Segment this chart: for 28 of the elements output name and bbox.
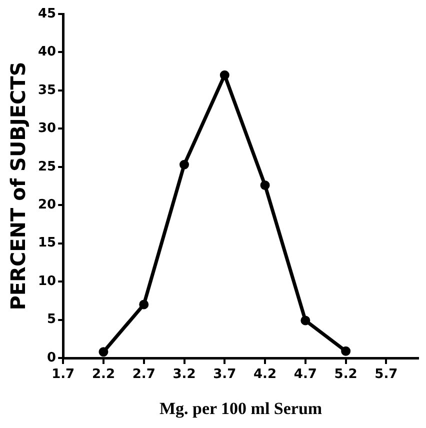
point: [300, 316, 310, 326]
x-tick-label: 2.7: [132, 367, 156, 382]
y-tick-label: 35: [38, 82, 56, 98]
point: [341, 346, 351, 356]
x-tick-label: 3.2: [172, 367, 196, 382]
point: [98, 347, 108, 357]
y-axis-title: PERCENT of SUBJECTS: [6, 62, 30, 310]
x-tick-label: 5.7: [374, 367, 398, 382]
x-tick-label: 4.7: [294, 367, 317, 382]
y-tick-label: 15: [38, 236, 56, 251]
point: [220, 70, 230, 80]
point: [260, 180, 270, 190]
y-tick-label: 25: [38, 159, 56, 174]
y-tick-label: 40: [38, 44, 56, 60]
y-tick-label: 0: [47, 350, 56, 366]
y-tick-label: 5: [47, 312, 56, 328]
y-tick-label: 30: [38, 121, 56, 136]
point: [139, 300, 149, 310]
y-tick-label: 20: [38, 197, 56, 212]
x-tick-label: 1.7: [52, 367, 75, 382]
x-tick-label: 3.7: [213, 367, 236, 382]
y-tick-label: 45: [38, 6, 56, 22]
point: [180, 160, 190, 170]
y-tick-label: 10: [38, 274, 56, 289]
x-tick-label: 5.2: [334, 367, 358, 382]
x-tick-label: 4.2: [254, 367, 277, 382]
x-axis-title: Mg. per 100 ml Serum: [160, 399, 322, 418]
x-tick-label: 2.2: [92, 367, 115, 382]
